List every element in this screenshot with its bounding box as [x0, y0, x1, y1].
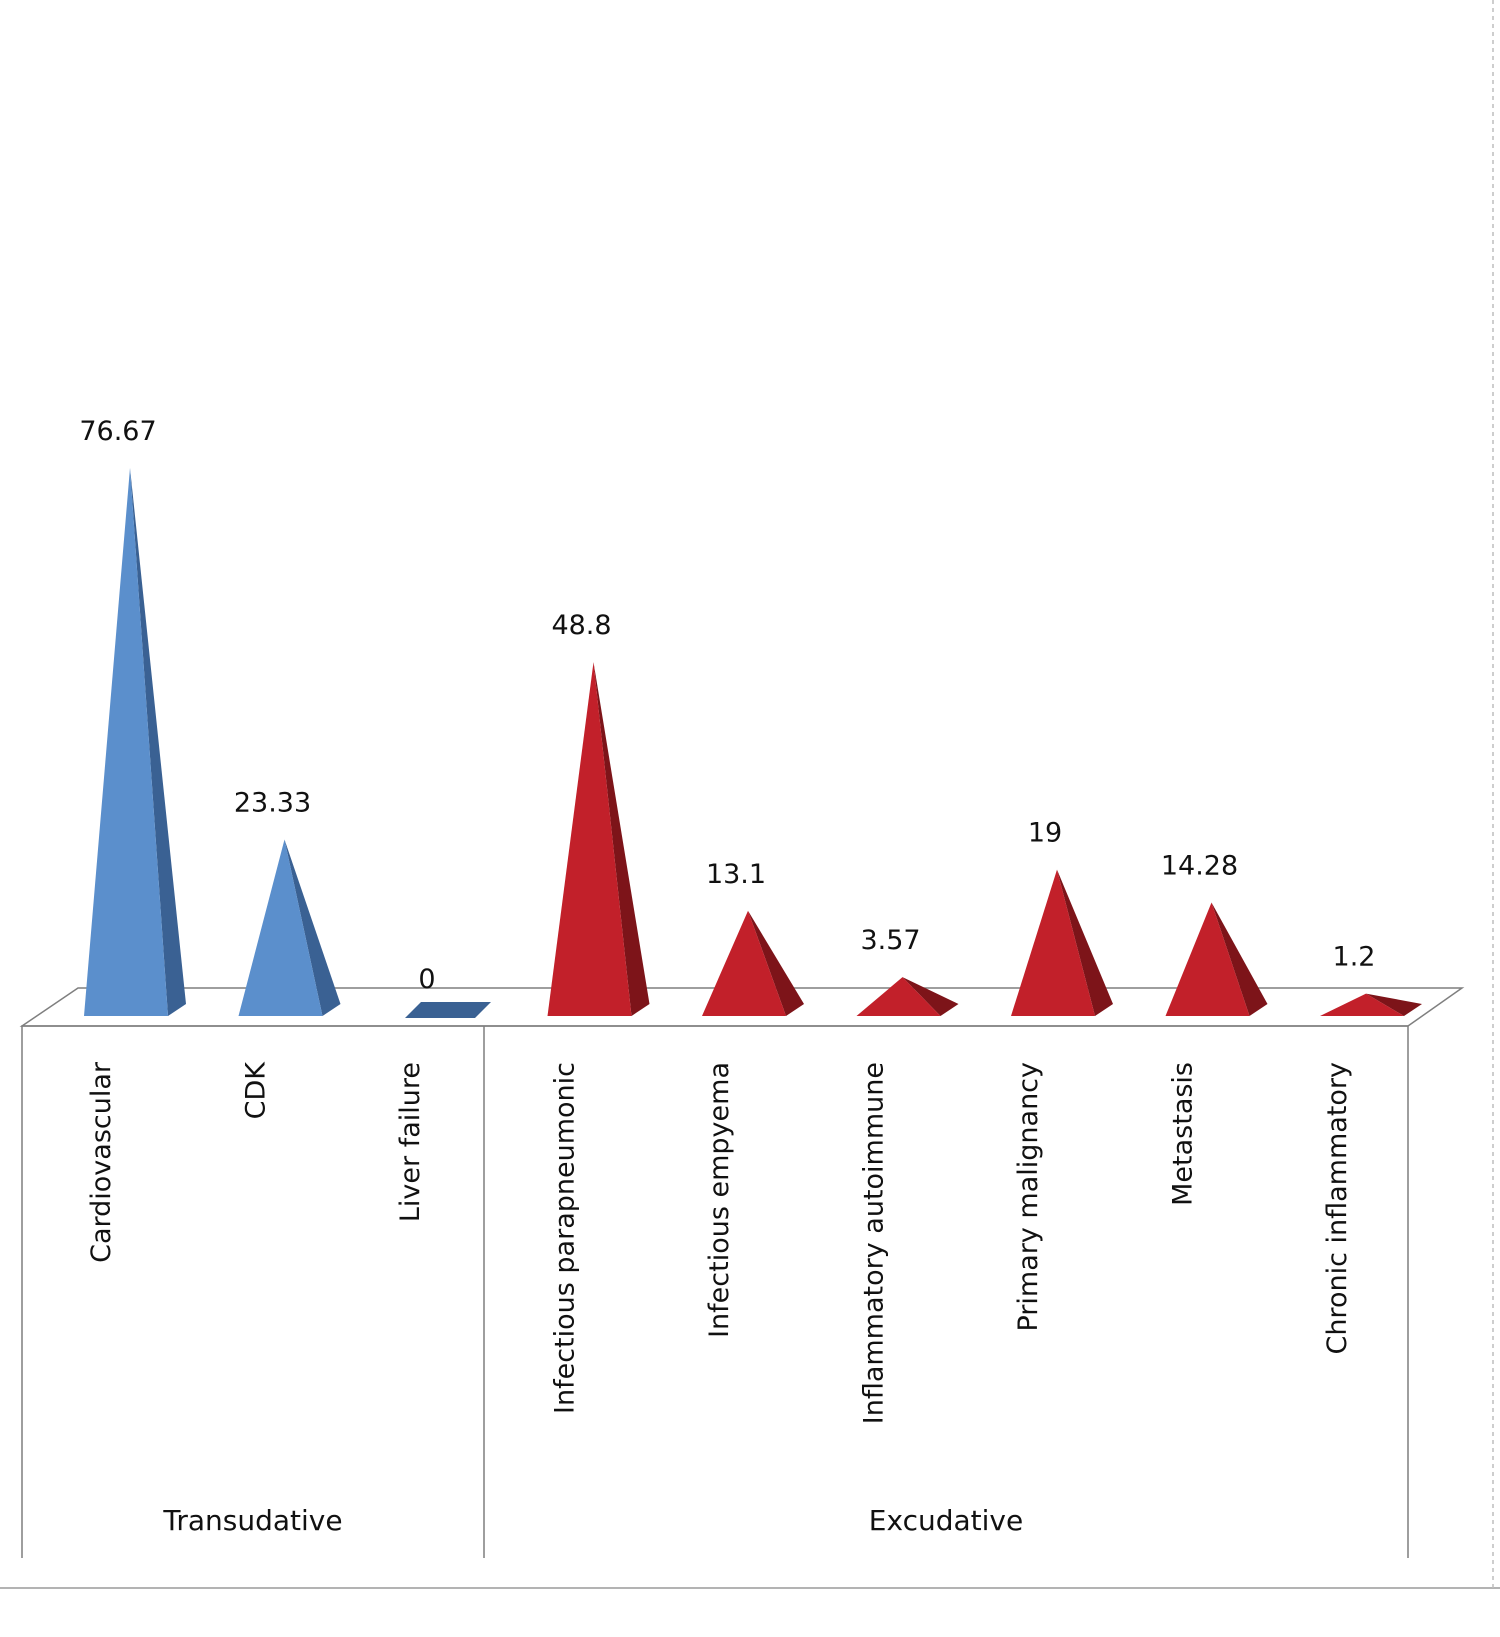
category-label-cardiovascular: Cardiovascular [86, 1061, 117, 1263]
bar-base-liver-failure [405, 1002, 491, 1018]
bar-front-infectious-parapneumonic [547, 662, 632, 1016]
value-label-liver-failure: 0 [418, 964, 435, 995]
category-label-metastasis: Metastasis [1168, 1062, 1199, 1206]
category-label-primary-malignancy: Primary malignancy [1013, 1062, 1044, 1332]
bar-metastasis [1165, 902, 1268, 1016]
category-labels: Cardiovascular CDK Liver failure Infectious… [86, 1061, 1353, 1425]
bar-infectious-empyema [702, 910, 804, 1016]
category-label-cdk: CDK [241, 1061, 272, 1120]
category-label-infectious-parapneumonic: Infectious parapneumonic [550, 1062, 581, 1414]
group-labels: Transudative Excudative [162, 1504, 1023, 1537]
bar-cdk [238, 839, 341, 1016]
value-label-cardiovascular: 76.67 [79, 416, 156, 447]
bar-side-primary-malignancy [1057, 869, 1113, 1016]
category-label-liver-failure: Liver failure [395, 1062, 426, 1222]
category-label-infectious-empyema: Infectious empyema [704, 1062, 735, 1338]
bars [84, 468, 1422, 1018]
category-label-chronic-inflammatory: Chronic inflammatory [1322, 1062, 1353, 1355]
category-label-inflammatory-autoimmune: Inflammatory autoimmune [859, 1062, 890, 1424]
value-label-cdk: 23.33 [234, 788, 311, 819]
value-label-infectious-parapneumonic: 48.8 [551, 610, 611, 641]
bar-front-primary-malignancy [1011, 869, 1095, 1016]
value-label-chronic-inflammatory: 1.2 [1333, 942, 1376, 973]
bar-side-cardiovascular [130, 468, 186, 1016]
bar-front-infectious-empyema [702, 910, 786, 1016]
value-label-metastasis: 14.28 [1161, 851, 1238, 882]
bar-front-chronic-inflammatory [1320, 993, 1404, 1016]
group-label-transudative: Transudative [162, 1504, 342, 1537]
value-labels: 76.67 23.33 0 48.8 13.1 3.57 19 14.28 1.2 [79, 416, 1375, 995]
axis-frame-outline [21, 1025, 1409, 1558]
bar-front-inflammatory-autoimmune [856, 977, 941, 1016]
group-label-excudative: Excudative [869, 1504, 1023, 1537]
category-axis-frame [21, 1025, 1409, 1558]
bar-side-metastasis [1211, 902, 1268, 1016]
bar-inflammatory-autoimmune [856, 977, 959, 1016]
bar-cardiovascular [84, 468, 186, 1016]
bar-side-cdk [284, 839, 341, 1016]
bar-infectious-parapneumonic [547, 662, 650, 1016]
bar-primary-malignancy [1011, 869, 1113, 1016]
bar-front-cdk [238, 839, 323, 1016]
bar-liver-failure [405, 1002, 491, 1018]
bar-chronic-inflammatory [1320, 993, 1422, 1016]
value-label-inflammatory-autoimmune: 3.57 [860, 925, 920, 956]
value-label-primary-malignancy: 19 [1028, 818, 1062, 849]
bar-front-cardiovascular [84, 468, 168, 1016]
bar-front-metastasis [1165, 902, 1250, 1016]
bar-side-infectious-empyema [748, 910, 804, 1016]
bar-side-inflammatory-autoimmune [902, 977, 959, 1016]
bar-side-chronic-inflammatory [1366, 993, 1422, 1016]
value-label-infectious-empyema: 13.1 [706, 859, 766, 890]
bar-side-infectious-parapneumonic [593, 662, 650, 1016]
